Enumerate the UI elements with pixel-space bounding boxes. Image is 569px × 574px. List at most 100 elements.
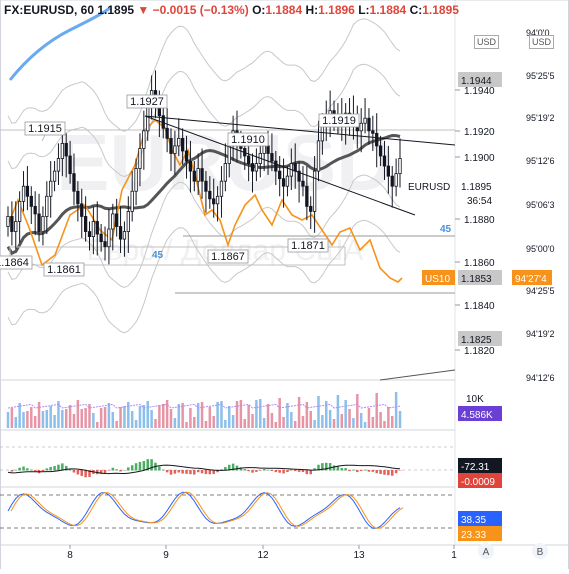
candle <box>215 186 220 222</box>
annotation-label: 1.1919 <box>322 115 356 127</box>
volume-bar <box>193 417 196 428</box>
candle <box>371 115 375 151</box>
volume-bar <box>379 412 382 428</box>
candle-body <box>398 158 402 175</box>
annotation-low: 1.1867 <box>207 249 249 264</box>
candle <box>21 171 26 212</box>
volume-bar <box>158 405 161 428</box>
volume-bar <box>37 402 41 428</box>
candle-body <box>312 170 317 212</box>
volume-bar <box>251 414 254 428</box>
macd-bar <box>243 469 247 471</box>
candle-body <box>278 170 282 180</box>
volume-bar <box>45 410 49 428</box>
time-tick-label: 12 <box>257 550 269 561</box>
volume-bar <box>313 420 316 428</box>
volume-bar <box>30 407 33 428</box>
high-value: 1.1896 <box>318 3 355 17</box>
macd-bar <box>189 470 192 475</box>
candle <box>301 166 305 197</box>
candle-body <box>184 150 189 162</box>
band-line-3 <box>7 219 401 334</box>
volume-bar <box>359 413 363 428</box>
candle <box>219 166 224 218</box>
eurusd-label: EURUSD <box>408 182 450 193</box>
auto-scale-label: A <box>483 547 490 558</box>
macd-bar <box>239 467 243 471</box>
candle <box>312 156 317 233</box>
candle-body <box>394 173 398 187</box>
candle <box>99 224 103 252</box>
open-label: O: <box>252 3 266 17</box>
candle-body <box>76 190 80 205</box>
log-scale-label: B <box>537 547 544 558</box>
macd-bar <box>57 464 60 471</box>
volume-bar <box>177 404 181 428</box>
candle <box>103 226 107 261</box>
candle <box>297 161 301 203</box>
volume-bar <box>262 418 266 428</box>
candle-body <box>386 165 391 177</box>
candle-body <box>56 158 61 172</box>
candle <box>68 140 72 184</box>
candle <box>204 171 208 213</box>
trendlines[interactable] <box>144 115 456 216</box>
annotation-label: 1.1867 <box>211 251 245 263</box>
candle-body <box>107 228 111 248</box>
upper-trendline <box>144 115 456 146</box>
tag-us10-label-box <box>422 270 455 285</box>
macd-bar <box>177 470 181 473</box>
blue-curve <box>8 6 111 81</box>
macd-bar <box>45 468 49 471</box>
candle <box>25 166 30 211</box>
currency-unit-left[interactable]: USD <box>474 35 500 49</box>
tag-macd-1-text: -72.31 <box>461 462 490 473</box>
slope-line <box>379 369 456 381</box>
volume-bar <box>169 409 173 428</box>
macd-bar <box>88 470 91 477</box>
candle-body <box>301 180 305 187</box>
volume-bar <box>212 416 215 428</box>
volume-bar <box>64 409 68 428</box>
symbol-name[interactable]: FX:EURUSD, 60 <box>4 3 95 17</box>
candle-body <box>14 221 18 232</box>
volume-bar <box>204 421 208 428</box>
macd-bar <box>14 469 18 471</box>
volume-bar <box>270 413 274 428</box>
volume-bar <box>18 403 21 428</box>
candle <box>83 196 88 242</box>
volume-bar <box>224 420 227 428</box>
macd-bar <box>161 469 165 471</box>
candle <box>359 108 363 153</box>
price2-tick-label: 94'12'6 <box>526 373 554 383</box>
candle-body <box>87 231 92 237</box>
macd-bar <box>336 466 340 471</box>
price-annotations: 1.1927 1.1915 1.1910 1.1919 1.1864 1.1861 1.18… <box>0 94 360 277</box>
macd-bar <box>173 470 177 474</box>
macd-bar <box>383 470 386 475</box>
volume-bar <box>115 421 118 428</box>
macd-bar <box>204 470 208 475</box>
candle <box>45 181 49 235</box>
volume-bar <box>255 400 258 428</box>
price-tick-label: 1.1820 <box>464 346 495 357</box>
candle-body <box>281 178 286 187</box>
annotation-label: 1.1861 <box>47 264 81 276</box>
annotation-high: 1.1919 <box>318 113 360 133</box>
macd-bar <box>158 466 161 471</box>
volume-bar <box>243 419 247 428</box>
tag-1944-text: 1.1944 <box>461 76 492 87</box>
macd-bar <box>72 470 76 473</box>
currency-unit-right[interactable]: USD <box>529 35 555 49</box>
annotation-high: 1.1927 <box>126 94 168 116</box>
volume-bar <box>68 405 72 428</box>
candle <box>95 201 99 256</box>
macd-bar <box>262 469 266 471</box>
tag-eurusd-price-text: 1.1895 <box>461 182 492 193</box>
auto-scale-button <box>478 543 494 559</box>
candle-body <box>103 241 107 248</box>
time-tick-label: 9 <box>163 550 169 561</box>
main-pane[interactable] <box>0 0 455 380</box>
band-line-0 <box>7 18 401 132</box>
